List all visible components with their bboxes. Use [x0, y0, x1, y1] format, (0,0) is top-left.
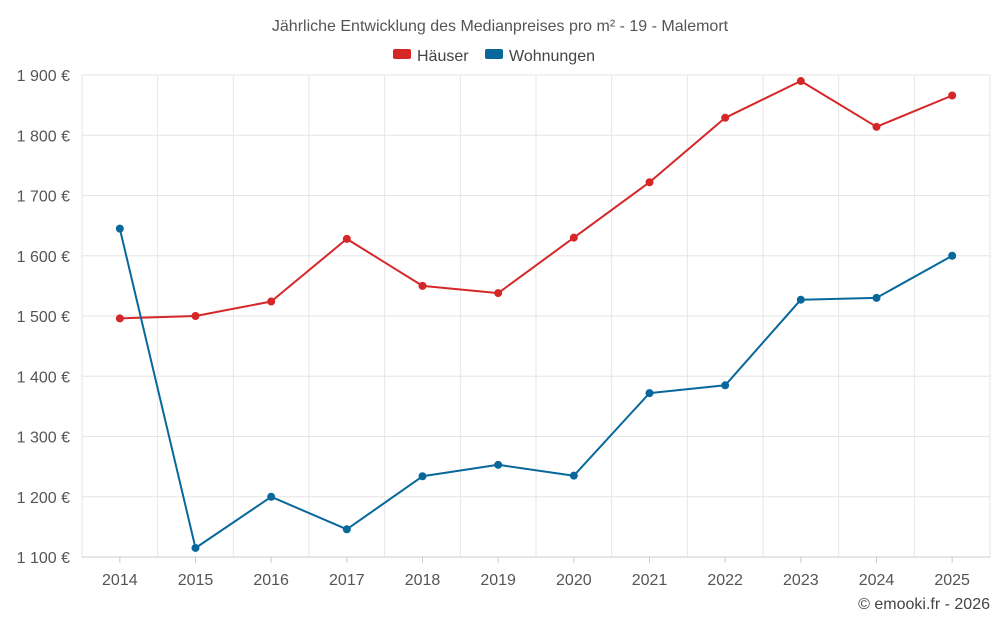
x-tick-label: 2022 [707, 572, 743, 589]
data-point-haeuser[interactable] [872, 122, 881, 131]
x-tick-label: 2025 [934, 572, 970, 589]
data-point-wohnungen[interactable] [872, 293, 881, 302]
chart-title: Jährliche Entwicklung des Medianpreises … [272, 18, 729, 35]
data-point-wohnungen[interactable] [191, 543, 200, 552]
x-axis: 2014 2015 2016 2017 2018 2019 2020 2021 2022 2023… [82, 556, 990, 589]
x-tick-label: 2020 [556, 572, 592, 589]
y-tick-label: 1 100 € [17, 550, 70, 567]
y-tick-label: 1 600 € [17, 249, 70, 266]
y-tick-label: 1 800 € [17, 128, 70, 145]
data-point-wohnungen[interactable] [569, 471, 578, 480]
series [115, 77, 957, 552]
data-point-wohnungen[interactable] [721, 381, 730, 390]
data-point-wohnungen[interactable] [418, 472, 427, 481]
x-tick-label: 2014 [102, 572, 138, 589]
data-point-wohnungen[interactable] [115, 224, 124, 233]
x-tick-label: 2021 [632, 572, 668, 589]
y-tick-label: 1 500 € [17, 309, 70, 326]
legend-swatch-wohnungen [485, 49, 503, 59]
credit-text: © emooki.fr - 2026 [858, 596, 990, 613]
series-line-wohnungen [118, 228, 953, 549]
data-point-haeuser[interactable] [645, 178, 654, 187]
y-tick-label: 1 200 € [17, 490, 70, 507]
data-point-wohnungen[interactable] [342, 525, 351, 534]
legend-label-wohnungen: Wohnungen [509, 48, 595, 65]
legend[interactable]: Häuser Wohnungen [393, 48, 595, 65]
data-point-haeuser[interactable] [191, 312, 200, 320]
series-line-haeuser [119, 80, 953, 320]
legend-item-haeuser[interactable]: Häuser [393, 48, 469, 65]
x-tick-label: 2018 [405, 572, 441, 589]
x-tick-label: 2015 [178, 572, 214, 589]
x-tick-label: 2019 [480, 572, 516, 589]
data-point-wohnungen[interactable] [267, 492, 276, 501]
data-point-haeuser[interactable] [569, 233, 578, 242]
y-tick-label: 1 400 € [17, 369, 70, 386]
data-point-haeuser[interactable] [721, 113, 730, 122]
data-point-haeuser[interactable] [948, 91, 957, 100]
x-tick-label: 2017 [329, 572, 365, 589]
data-point-haeuser[interactable] [115, 314, 124, 323]
data-point-haeuser[interactable] [494, 289, 503, 298]
x-tick-label: 2024 [859, 572, 895, 589]
data-point-wohnungen[interactable] [645, 389, 654, 398]
y-tick-label: 1 700 € [17, 189, 70, 206]
grid [81, 74, 991, 558]
data-point-wohnungen[interactable] [948, 251, 957, 260]
data-point-haeuser[interactable] [267, 297, 276, 306]
data-point-haeuser[interactable] [342, 234, 351, 243]
data-point-wohnungen[interactable] [494, 460, 503, 469]
data-point-wohnungen[interactable] [796, 295, 805, 304]
legend-item-wohnungen[interactable]: Wohnungen [485, 48, 595, 65]
x-tick-label: 2023 [783, 572, 819, 589]
data-point-haeuser[interactable] [418, 281, 427, 290]
data-point-haeuser[interactable] [796, 77, 805, 86]
y-tick-label: 1 300 € [17, 430, 70, 447]
y-tick-label: 1 900 € [17, 68, 70, 85]
legend-swatch-haeuser [393, 49, 411, 59]
x-tick-label: 2016 [253, 572, 289, 589]
y-axis: 1 100 € 1 200 € 1 300 € 1 400 € 1 500 € 1 600… [17, 68, 70, 567]
legend-label-haeuser: Häuser [417, 48, 469, 65]
